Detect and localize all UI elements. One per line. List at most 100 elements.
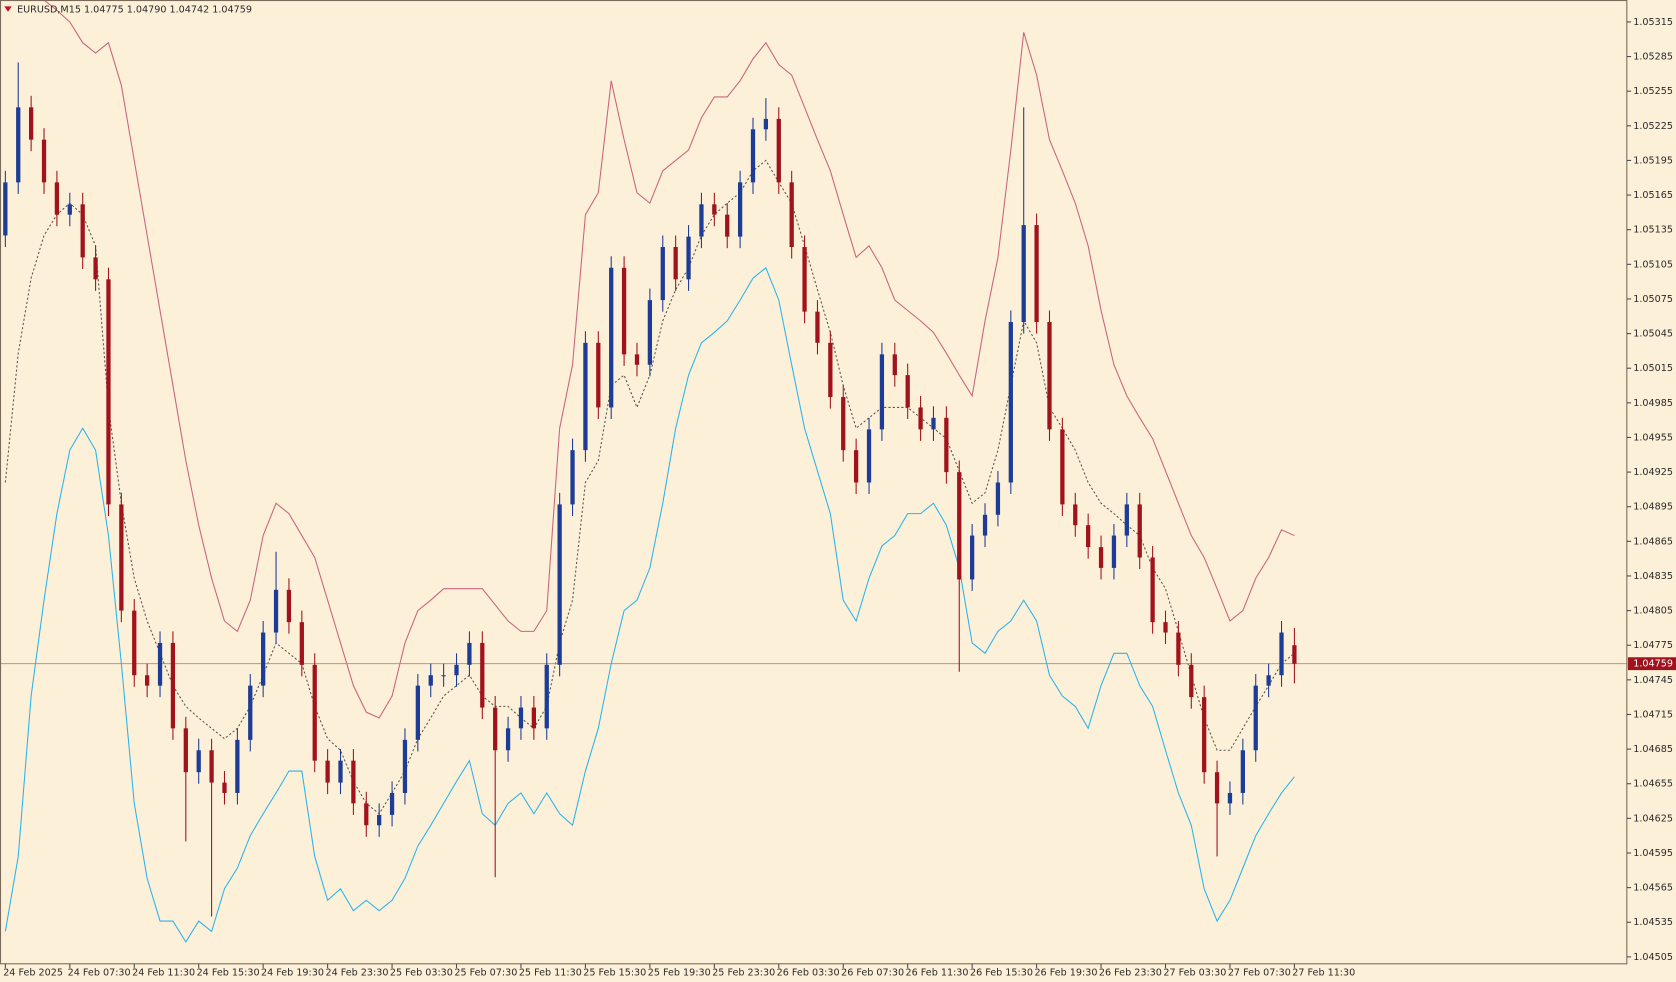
candle-body — [609, 267, 614, 408]
candle-body — [982, 514, 988, 536]
y-tick-label: 1.04865 — [1633, 536, 1673, 547]
y-tick-label: 1.04745 — [1633, 675, 1673, 686]
y-tick-label: 1.05315 — [1633, 17, 1673, 28]
y-tick-label: 1.04985 — [1633, 398, 1673, 409]
candle-body — [1008, 322, 1013, 483]
candle-body — [957, 472, 962, 580]
current-price-label: 1.04759 — [1633, 659, 1673, 670]
candle-body — [802, 247, 807, 312]
candle-body — [1292, 645, 1297, 664]
y-tick-label: 1.04835 — [1633, 571, 1673, 582]
candle-body — [16, 107, 21, 183]
candle-body — [660, 247, 665, 301]
candle-body — [1227, 792, 1233, 804]
candle-body — [454, 664, 459, 676]
x-tick-label: 24 Feb 07:30 — [68, 967, 131, 978]
candle-body — [918, 407, 923, 430]
candle-body — [1137, 504, 1142, 558]
candle-body — [3, 182, 8, 236]
menu-arrow[interactable] — [4, 6, 12, 12]
candle-body — [157, 642, 163, 686]
y-tick-label: 1.04775 — [1633, 640, 1673, 651]
candle-body — [209, 750, 214, 783]
candle-body — [106, 279, 111, 505]
candle-body — [1060, 429, 1065, 505]
candle-body — [1034, 225, 1039, 323]
candle-body — [196, 750, 201, 773]
candle-body — [273, 589, 279, 633]
candle-body — [145, 675, 150, 686]
y-tick-label: 1.04505 — [1633, 952, 1673, 963]
candle-body — [93, 257, 98, 280]
candle-body — [634, 354, 640, 365]
candle-body — [995, 482, 1001, 515]
candle-body — [389, 792, 395, 815]
candle-body — [1163, 622, 1168, 633]
candle-body — [557, 504, 562, 665]
plot-area — [0, 0, 1627, 943]
candle-body — [828, 342, 833, 398]
candle-body — [531, 707, 536, 729]
candle-body — [505, 728, 511, 751]
y-tick-label: 1.04565 — [1633, 883, 1673, 894]
candle-body — [944, 417, 949, 473]
candle-body — [1098, 547, 1104, 568]
y-tick-label: 1.05165 — [1633, 190, 1673, 201]
candle-body — [170, 642, 176, 729]
y-tick-label: 1.04805 — [1633, 606, 1673, 617]
x-tick-label: 26 Feb 15:30 — [970, 967, 1033, 978]
candle-body — [351, 760, 356, 804]
candle-body — [119, 504, 124, 611]
candle-body — [815, 311, 820, 343]
y-tick-label: 1.04595 — [1633, 848, 1673, 859]
candle-body — [970, 535, 975, 580]
candle-body — [41, 139, 47, 183]
candle-body — [1202, 697, 1207, 773]
candle-body — [712, 204, 717, 215]
x-tick-label: 27 Feb 11:30 — [1292, 967, 1355, 978]
candle-body — [415, 685, 420, 740]
candle-body — [338, 760, 343, 783]
candle-body — [1266, 675, 1271, 686]
y-tick-label: 1.04685 — [1633, 744, 1673, 755]
y-tick-label: 1.05225 — [1633, 121, 1673, 132]
candle-body — [1111, 535, 1117, 568]
candle-body — [853, 450, 859, 483]
candle-body — [132, 610, 137, 676]
candle-body — [1214, 772, 1220, 804]
x-tick-label: 25 Feb 19:30 — [648, 967, 711, 978]
y-tick-label: 1.05015 — [1633, 363, 1673, 374]
y-tick-label: 1.04895 — [1633, 502, 1673, 513]
current-price-box — [1627, 657, 1676, 671]
candle-body — [377, 814, 382, 826]
candle-body — [725, 214, 730, 237]
candle-body — [866, 429, 872, 483]
candle-body — [299, 622, 304, 665]
candle-body — [467, 642, 472, 665]
y-tick-label: 1.05135 — [1633, 225, 1673, 236]
candle-body — [879, 354, 885, 430]
candle-body — [1240, 750, 1245, 793]
candle-body — [621, 267, 627, 355]
y-tick-label: 1.04625 — [1633, 813, 1673, 824]
x-tick-label: 24 Feb 2025 — [3, 967, 63, 978]
candle-body — [441, 675, 446, 677]
chart-title: EURUSD,M15 1.04775 1.04790 1.04742 1.047… — [17, 5, 252, 16]
candle-body — [892, 354, 897, 376]
candle-body — [248, 685, 253, 740]
candle-body — [286, 589, 292, 623]
candle-body — [1047, 322, 1052, 430]
candle-body — [312, 664, 317, 761]
x-tick-label: 26 Feb 07:30 — [841, 967, 904, 978]
candle-body — [1176, 632, 1181, 665]
x-tick-label: 26 Feb 11:30 — [906, 967, 969, 978]
y-tick-label: 1.05255 — [1633, 86, 1673, 97]
candle-body — [905, 375, 910, 408]
x-tick-label: 24 Feb 23:30 — [325, 967, 388, 978]
candle-body — [1073, 504, 1078, 526]
band-line — [4, 266, 1295, 943]
candle-body — [364, 803, 369, 826]
